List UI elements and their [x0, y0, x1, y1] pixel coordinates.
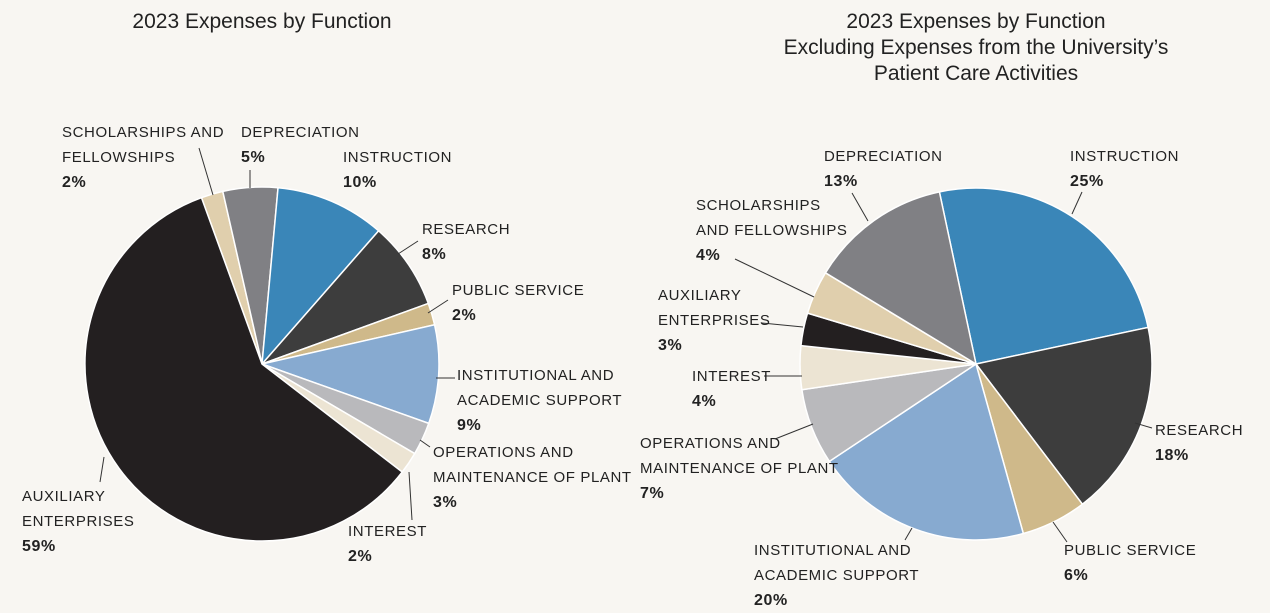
- leader-line: [734, 258, 815, 298]
- category-label: PUBLIC SERVICE: [452, 282, 585, 299]
- leader-line: [99, 456, 105, 483]
- value-label: 13%: [824, 173, 858, 190]
- category-label: RESEARCH: [422, 221, 511, 238]
- slice-label: OPERATIONS AND MAINTENANCE OF PLANT 3%: [433, 440, 632, 515]
- value-label: 4%: [692, 393, 717, 410]
- slice-label: PUBLIC SERVICE 2%: [452, 278, 584, 328]
- slice-label: RESEARCH 18%: [1155, 418, 1243, 468]
- pie-slice: [828, 362, 1025, 541]
- leader-line: [1052, 521, 1068, 543]
- chart-title: 2023 Expenses by Function: [132, 10, 392, 33]
- pie-slice: [261, 229, 430, 365]
- slice-label: INTEREST 2%: [348, 519, 427, 569]
- leader-line: [904, 527, 913, 541]
- category-label: INSTRUCTION: [1070, 148, 1180, 165]
- pie-slice: [259, 323, 440, 425]
- slice-label: INSTRUCTION 25%: [1070, 144, 1179, 194]
- slice-label: INSTITUTIONAL AND ACADEMIC SUPPORT 20%: [754, 538, 919, 613]
- value-label: 6%: [1064, 567, 1089, 584]
- category-label: INTEREST: [692, 368, 771, 385]
- pie: [84, 186, 440, 542]
- pie-slice: [84, 196, 404, 542]
- leader-line: [761, 322, 804, 328]
- pie-slice: [938, 187, 1150, 365]
- slice-label: PUBLIC SERVICE 6%: [1064, 538, 1196, 588]
- value-label: 10%: [343, 174, 377, 191]
- pie-slice: [824, 190, 978, 366]
- pie-slice: [974, 326, 1153, 506]
- category-label: INSTRUCTION: [343, 149, 453, 166]
- leader-line: [397, 240, 419, 255]
- category-label: DEPRECIATION: [241, 124, 360, 141]
- value-label: 2%: [452, 307, 477, 324]
- leader-line: [198, 147, 214, 196]
- slice-label: DEPRECIATION 13%: [824, 144, 943, 194]
- value-label: 2%: [348, 548, 373, 565]
- value-label: 8%: [422, 246, 447, 263]
- slice-label: SCHOLARSHIPS AND FELLOWSHIPS 2%: [62, 120, 224, 195]
- category-label: AUXILIARY ENTERPRISES: [658, 287, 771, 329]
- slice-label: SCHOLARSHIPS AND FELLOWSHIPS 4%: [696, 193, 848, 268]
- slice-label: INTEREST 4%: [692, 364, 771, 414]
- leader-line: [419, 439, 431, 448]
- value-label: 3%: [658, 337, 683, 354]
- category-label: INSTITUTIONAL AND ACADEMIC SUPPORT: [457, 367, 623, 409]
- value-label: 3%: [433, 494, 458, 511]
- value-label: 7%: [640, 485, 665, 502]
- category-label: INSTITUTIONAL AND ACADEMIC SUPPORT: [754, 542, 920, 584]
- value-label: 4%: [696, 247, 721, 264]
- slice-label: DEPRECIATION 5%: [241, 120, 360, 170]
- value-label: 25%: [1070, 173, 1104, 190]
- slice-label: AUXILIARY ENTERPRISES 3%: [658, 283, 770, 358]
- slice-label: INSTRUCTION 10%: [343, 145, 452, 195]
- category-label: INTEREST: [348, 523, 427, 540]
- category-label: PUBLIC SERVICE: [1064, 542, 1197, 559]
- value-label: 9%: [457, 417, 482, 434]
- leader-line: [408, 471, 413, 521]
- slice-label: INSTITUTIONAL AND ACADEMIC SUPPORT 9%: [457, 363, 622, 438]
- leader-line: [427, 299, 449, 314]
- slice-label: AUXILIARY ENTERPRISES 59%: [22, 484, 134, 559]
- chart-title: 2023 Expenses by Function Excluding Expe…: [783, 10, 1169, 85]
- value-label: 2%: [62, 174, 87, 191]
- value-label: 59%: [22, 538, 56, 555]
- category-label: SCHOLARSHIPS AND FELLOWSHIPS: [62, 124, 225, 166]
- value-label: 5%: [241, 149, 266, 166]
- slice-label: OPERATIONS AND MAINTENANCE OF PLANT 7%: [640, 431, 839, 506]
- value-label: 20%: [754, 592, 788, 609]
- pie-slice: [261, 186, 380, 367]
- leader-line: [1071, 191, 1083, 215]
- leader-line: [774, 423, 814, 440]
- value-label: 18%: [1155, 447, 1189, 464]
- leader-line: [851, 192, 869, 222]
- slice-label: RESEARCH 8%: [422, 217, 510, 267]
- category-label: RESEARCH: [1155, 422, 1244, 439]
- category-label: OPERATIONS AND MAINTENANCE OF PLANT: [433, 444, 632, 486]
- category-label: DEPRECIATION: [824, 148, 943, 165]
- pie: [799, 187, 1153, 541]
- category-label: OPERATIONS AND MAINTENANCE OF PLANT: [640, 435, 839, 477]
- category-label: SCHOLARSHIPS AND FELLOWSHIPS: [696, 197, 848, 239]
- leader-lines: [99, 147, 1153, 543]
- category-label: AUXILIARY ENTERPRISES: [22, 488, 135, 530]
- leader-line: [1134, 422, 1153, 429]
